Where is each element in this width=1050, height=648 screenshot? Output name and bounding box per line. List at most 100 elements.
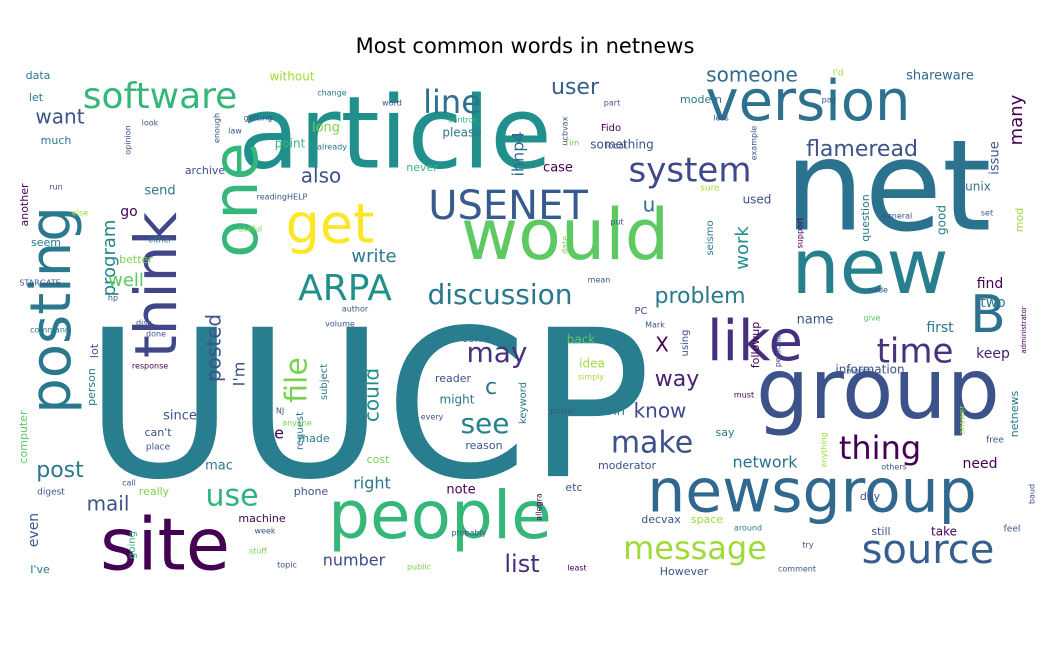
word-thing: thing [839,429,921,467]
word-program: program [99,220,120,297]
word-opinion: opinion [124,125,133,154]
word-lot: lot [88,343,101,358]
word-done: done [146,330,166,339]
word-stargate: STARGATE [19,279,60,288]
word-however: However [660,565,709,578]
word-mit: MIT [607,405,627,418]
word-ucbvax: ucbvax [561,116,570,145]
word-command: command [30,326,70,335]
word-personal: personal [774,333,783,368]
word-need: need [963,456,998,472]
word-made: made [298,432,329,445]
word-note: note [446,483,475,498]
word-u: u [643,193,656,217]
word-machine: machine [238,512,286,525]
word-pay: pay [822,96,837,105]
word-think: think [122,212,190,358]
word-might: might [440,393,475,407]
word-used: used [743,193,772,207]
word-i-d: I'd [833,69,844,79]
word-seem: seem [31,236,61,249]
word-case: case [543,161,573,176]
word-already: already [317,143,347,152]
word-general: general [882,212,912,221]
word-problem: problem [654,284,745,309]
word-work: work [732,226,753,270]
word-net: net [785,113,992,260]
word-name: name [797,313,834,328]
word-one: one [199,142,272,257]
word-probably: probably [451,529,486,538]
word-space: space [691,513,724,526]
word-go: go [120,204,137,220]
word-law: law [228,127,242,136]
word-file: file [280,357,315,403]
word-right: right [353,474,391,493]
word-come: come [462,332,492,345]
word-nj: NJ [276,407,284,416]
word-moderator: moderator [598,459,657,472]
word-useful: useful [238,225,262,234]
word-even: even [26,513,42,547]
word-better: better [119,253,153,266]
word-week: week [254,527,275,536]
word-example: example [750,126,759,161]
word-first: first [926,320,954,336]
word-shareware: shareware [906,69,974,84]
word-anything: anything [820,432,829,467]
word-good: good [935,205,949,235]
word-node: node [868,286,888,295]
word-put: put [610,218,623,227]
word-change: change [317,89,347,98]
word-followup: followup [749,322,762,368]
word-software: software [83,76,238,117]
word-x: X [655,333,669,357]
word-well: well [108,270,144,291]
word-public: public [407,563,431,572]
word-feel: feel [1004,525,1021,535]
word-place: place [146,443,171,453]
word-free: free [986,436,1004,446]
word-i-ve: I've [30,563,50,576]
word-usenet: USENET [428,183,588,229]
word-money: money [846,367,874,376]
word-group: group [756,340,1000,438]
word-less: less [713,114,728,123]
word-discussion: discussion [427,278,572,311]
word-request: request [295,412,306,450]
word-back: back [567,333,596,347]
word-baud: baud [1028,484,1037,504]
word-still: still [871,525,890,538]
word-may: may [466,336,527,369]
word-least: least [567,564,586,573]
word-mod: mod [1013,208,1026,232]
word-try: try [802,541,813,550]
word-version: version [705,69,910,134]
word-poster: poster [550,407,576,416]
word-support: support [796,218,805,249]
word-new: new [791,222,948,311]
word-getting: getting [244,114,273,123]
word-send: send [144,184,175,199]
word-newsgroup: newsgroup [647,457,977,527]
word-decvax: decvax [641,513,681,526]
word-source: source [862,527,995,573]
word-post: post [36,458,84,483]
word-would: would [461,194,669,276]
word-run: run [49,183,62,192]
word-look: look [142,119,159,128]
word-number: number [323,551,386,570]
word-enough: enough [213,113,222,143]
word-time: time [877,332,954,372]
word-readinghelp: readingHELP [257,193,308,202]
word-using: using [680,329,691,356]
word-give: give [864,314,881,323]
word-cost: cost [367,453,391,466]
word-control: control [448,116,476,125]
word-local: local [606,142,627,152]
word-see: see [460,407,509,440]
word-point: point [275,137,306,151]
word-day: day [860,490,881,503]
word-person: person [85,368,98,406]
word-like: like [707,309,803,374]
